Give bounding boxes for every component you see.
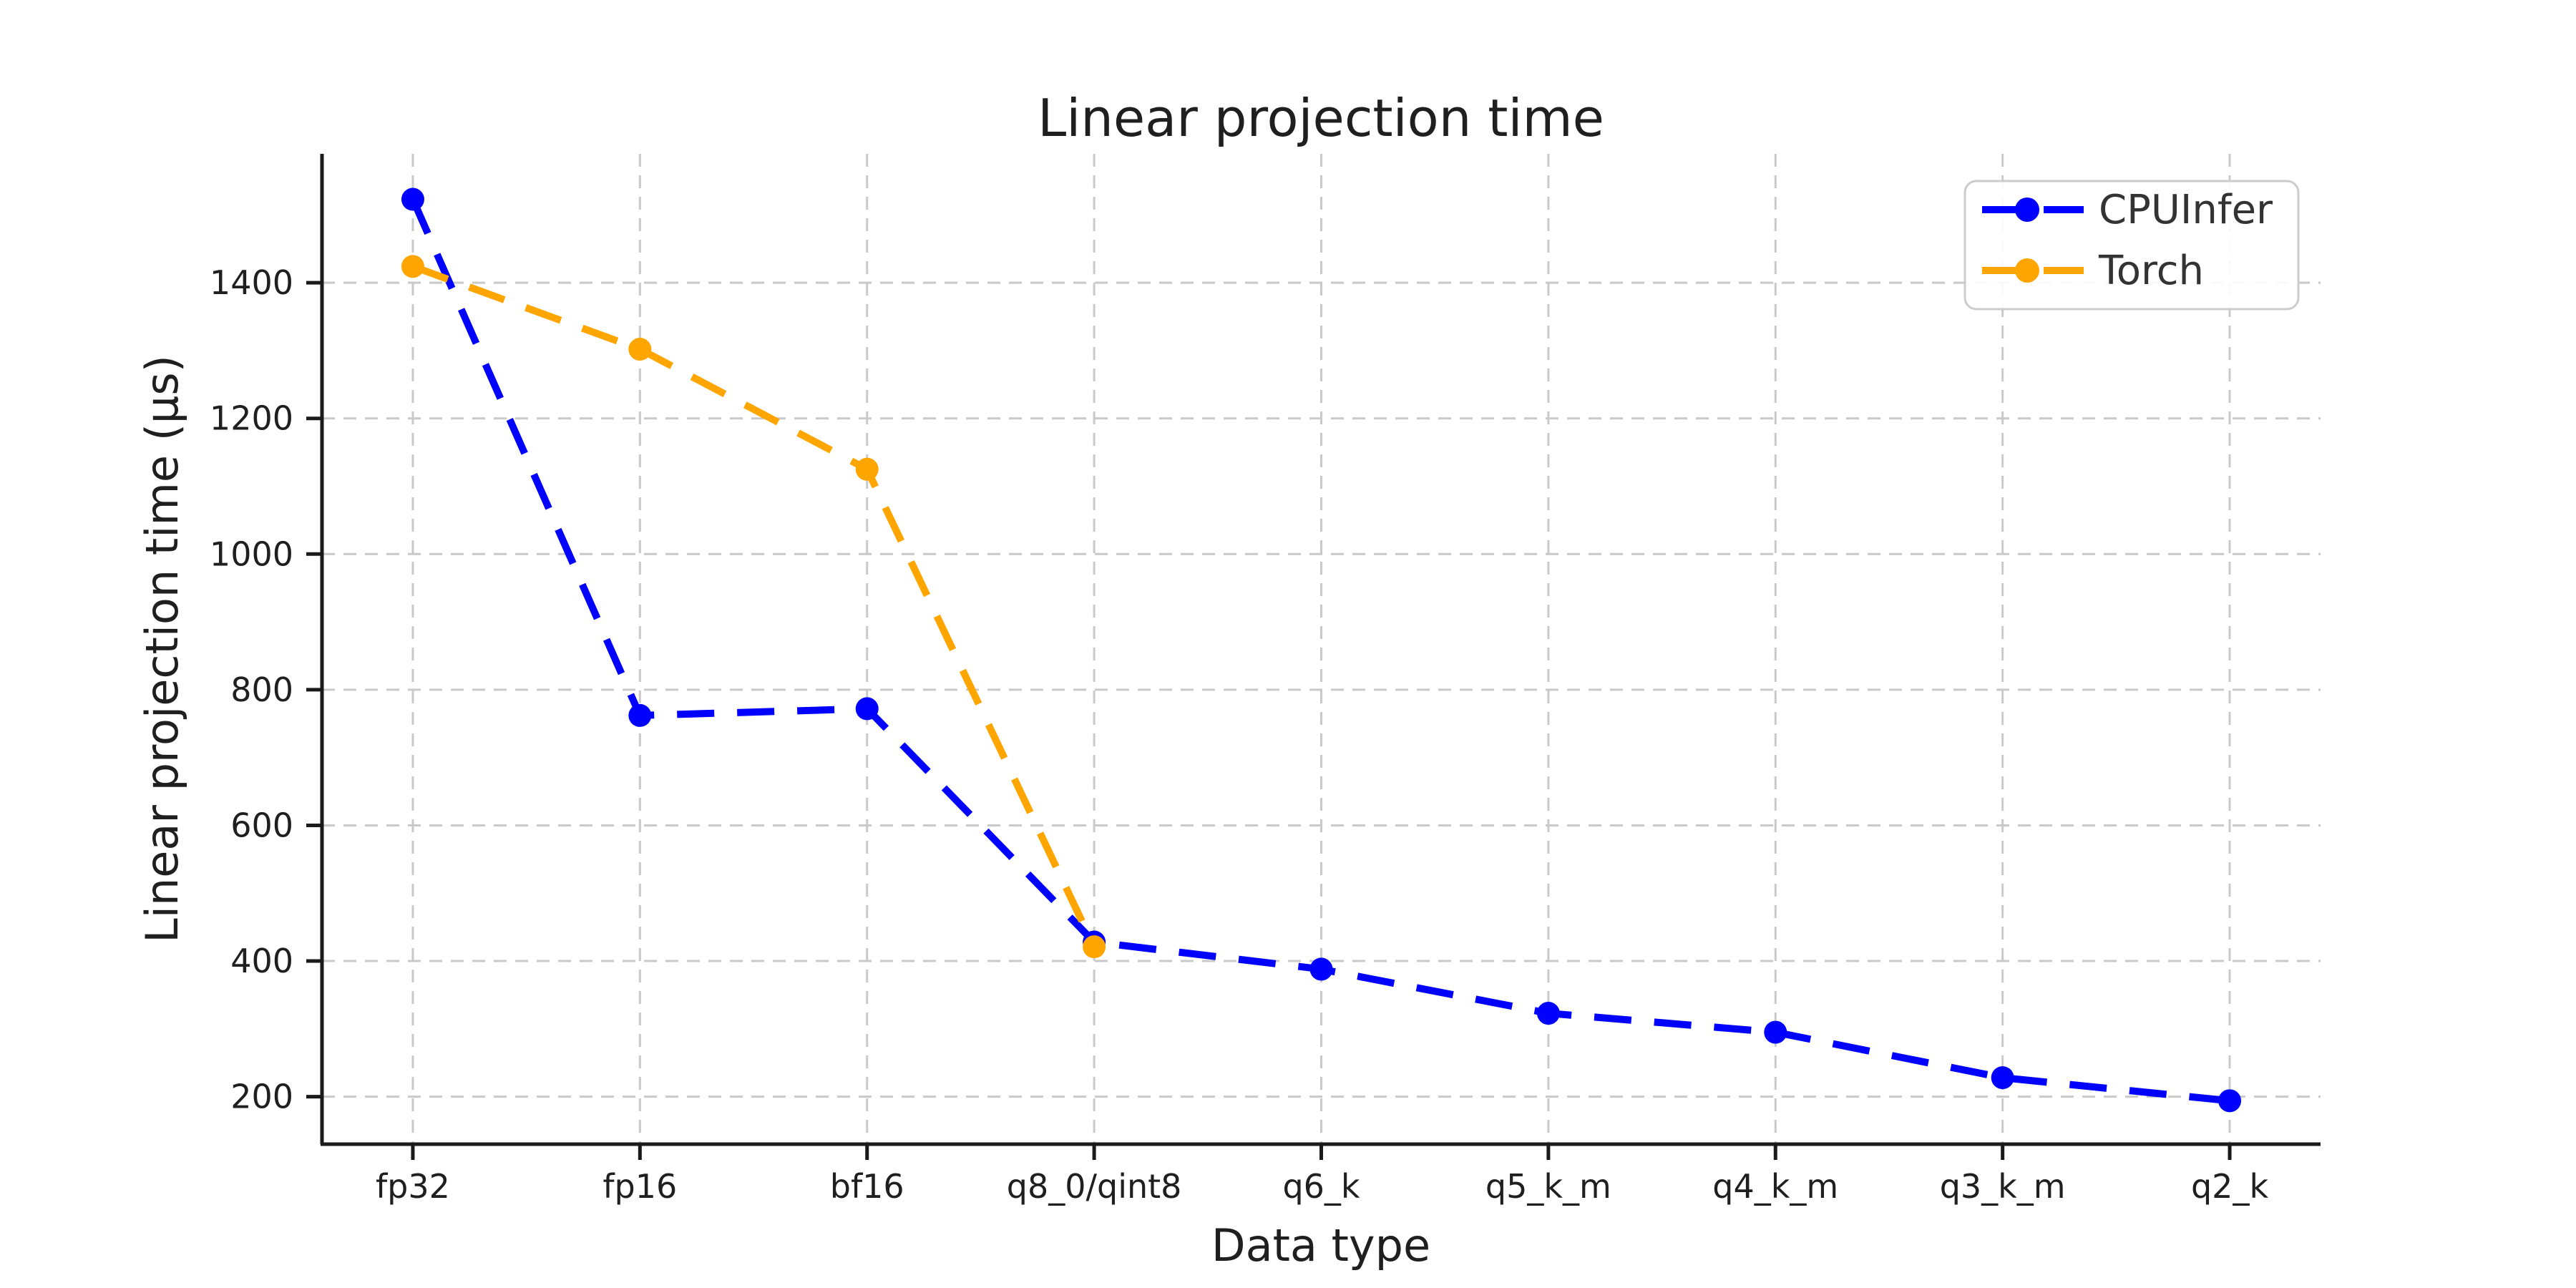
x-tick-label: bf16 — [830, 1167, 904, 1206]
legend: CPUInfer Torch — [1963, 180, 2300, 311]
legend-item: CPUInfer — [1982, 187, 2273, 233]
y-tick-label: 600 — [230, 806, 293, 844]
y-tick-label: 400 — [230, 942, 293, 980]
data-point-marker — [628, 338, 652, 361]
x-tick-label: q3_k_m — [1940, 1167, 2066, 1206]
data-point-marker — [1764, 1020, 1787, 1044]
tick-labels: 200 400 600 800 1000 1200 1400 fp32 fp16 bf16 q8_0… — [210, 263, 2269, 1206]
data-point-marker — [2218, 1089, 2242, 1113]
data-point-marker — [1991, 1066, 2014, 1090]
data-point-marker — [855, 457, 879, 481]
y-axis-label: Linear projection time (μs) — [136, 355, 188, 943]
data-point-marker — [1083, 935, 1106, 959]
data-point-marker — [1309, 957, 1333, 981]
x-tick-label: q8_0/qint8 — [1007, 1167, 1182, 1206]
chart-title: Linear projection time — [1038, 88, 1604, 148]
series-line — [411, 263, 1098, 949]
series-torch — [401, 255, 1106, 959]
legend-marker — [2015, 197, 2039, 222]
data-point-marker — [401, 255, 424, 278]
y-tick-label: 1200 — [210, 399, 293, 438]
y-tick-label: 1400 — [210, 263, 293, 302]
legend-item: Torch — [1982, 248, 2204, 294]
data-point-marker — [401, 187, 424, 211]
x-axis-label: Data type — [1211, 1219, 1430, 1272]
x-tick-label: fp16 — [602, 1167, 677, 1206]
legend-label: CPUInfer — [2099, 187, 2273, 233]
data-point-marker — [855, 697, 879, 721]
y-tick-label: 200 — [230, 1078, 293, 1116]
x-tick-label: q2_k — [2191, 1167, 2268, 1206]
chart-render-layer: 200 400 600 800 1000 1200 1400 fp32 fp16 bf16 q8_0… — [210, 154, 2321, 1206]
legend-label: Torch — [2098, 248, 2204, 294]
chart-text-layer: Linear projection time Data type Linear … — [136, 88, 1604, 1272]
y-tick-label: 1000 — [210, 535, 293, 573]
axes-layer — [306, 154, 2321, 1160]
data-point-marker — [1536, 1002, 1560, 1025]
x-tick-label: q4_k_m — [1712, 1167, 1838, 1206]
legend-marker — [2015, 258, 2039, 283]
data-point-marker — [628, 703, 652, 727]
y-tick-label: 800 — [230, 670, 293, 709]
x-tick-label: q6_k — [1282, 1167, 1360, 1206]
x-tick-label: q5_k_m — [1485, 1167, 1611, 1206]
x-tick-label: fp32 — [376, 1167, 450, 1206]
